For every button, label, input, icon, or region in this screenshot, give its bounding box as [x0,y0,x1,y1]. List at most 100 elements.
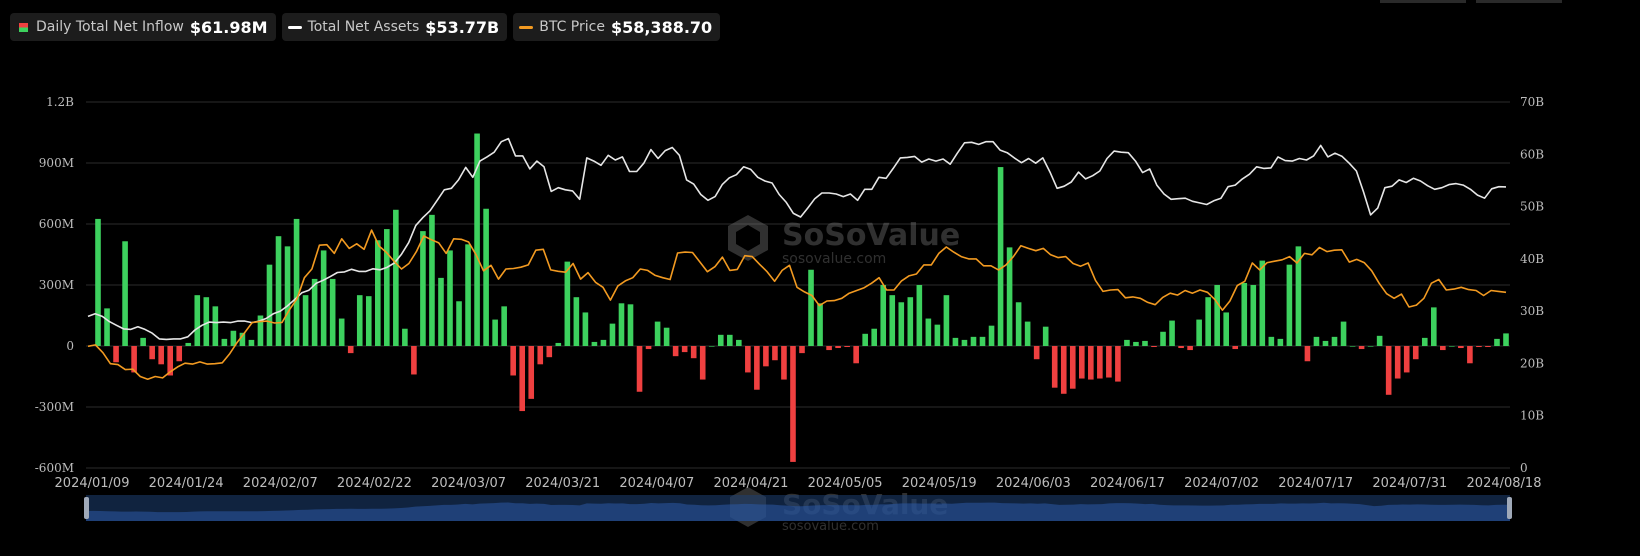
inflow-bar[interactable] [898,302,905,346]
inflow-bar[interactable] [1187,346,1193,351]
inflow-bar[interactable] [1403,346,1410,373]
inflow-bar[interactable] [411,346,417,375]
inflow-bar[interactable] [375,240,381,346]
inflow-bar[interactable] [745,346,751,373]
inflow-bar[interactable] [1286,264,1293,346]
inflow-bar[interactable] [1467,346,1473,364]
inflow-bar[interactable] [1205,297,1211,346]
inflow-bar[interactable] [1503,333,1509,346]
inflow-bar[interactable] [636,346,643,392]
inflow-bar[interactable] [338,318,345,346]
inflow-bar[interactable] [1142,340,1148,346]
inflow-bar[interactable] [104,308,110,346]
inflow-bar[interactable] [934,324,941,346]
inflow-bar[interactable] [1088,346,1094,380]
inflow-bar[interactable] [871,328,878,346]
legend-item-daily-inflow[interactable]: Daily Total Net Inflow $61.98M [10,13,276,41]
inflow-bar[interactable] [997,167,1004,346]
inflow-bar[interactable] [546,346,553,358]
inflow-bar[interactable] [113,346,119,363]
inflow-bar[interactable] [356,295,363,346]
inflow-bar[interactable] [862,333,868,346]
inflow-bar[interactable] [1295,246,1302,346]
inflow-bar[interactable] [384,229,390,346]
inflow-bar[interactable] [1060,346,1067,394]
inflow-bar[interactable] [690,346,697,359]
inflow-bar[interactable] [618,303,625,346]
inflow-bar[interactable] [790,346,796,462]
legend-item-btc-price[interactable]: BTC Price $58,388.70 [513,13,721,41]
inflow-bar[interactable] [1196,319,1202,346]
inflow-bar[interactable] [763,346,769,367]
inflow-bar[interactable] [1042,326,1049,346]
inflow-bar[interactable] [1169,320,1175,346]
inflow-bar[interactable] [311,278,318,346]
inflow-bar[interactable] [1069,346,1076,389]
inflow-bar[interactable] [835,346,841,349]
inflow-bar[interactable] [402,328,408,346]
navigator-right-handle[interactable] [1507,497,1512,519]
inflow-bar[interactable] [817,303,823,346]
inflow-bar[interactable] [1421,337,1428,346]
inflow-bar[interactable] [1494,338,1500,346]
inflow-bar[interactable] [483,208,489,346]
range-navigator[interactable] [84,495,1512,521]
inflow-bar[interactable] [573,297,580,346]
inflow-bar[interactable] [736,339,742,346]
inflow-bar[interactable] [654,321,661,346]
inflow-bar[interactable] [320,250,327,346]
inflow-bar[interactable] [329,278,336,346]
inflow-bar[interactable] [1376,335,1383,346]
inflow-bar[interactable] [212,306,219,346]
inflow-bar[interactable] [1033,346,1040,360]
inflow-bar[interactable] [501,306,507,346]
inflow-bar[interactable] [591,341,598,346]
inflow-bar[interactable] [799,346,805,354]
inflow-bar[interactable] [754,346,760,390]
inflow-bar[interactable] [474,133,480,346]
inflow-bar[interactable] [1097,346,1103,379]
inflow-bar[interactable] [1223,312,1230,346]
inflow-bar[interactable] [844,346,850,348]
inflow-bar[interactable] [257,315,264,347]
inflow-bar[interactable] [537,346,544,365]
legend-item-total-assets[interactable]: Total Net Assets $53.77B [281,13,508,41]
inflow-bar[interactable] [1277,338,1284,346]
inflow-bar[interactable] [699,346,706,380]
inflow-bar[interactable] [284,246,291,346]
inflow-bar[interactable] [1431,307,1437,346]
inflow-bar[interactable] [555,342,562,346]
inflow-bar[interactable] [1412,346,1419,360]
inflow-bar[interactable] [293,218,300,346]
inflow-bar[interactable] [1124,339,1130,346]
inflow-bar[interactable] [185,342,192,346]
inflow-bar[interactable] [1079,346,1085,379]
inflow-bar[interactable] [970,336,977,346]
inflow-bar[interactable] [1358,346,1365,350]
inflow-bar[interactable] [1268,336,1275,346]
inflow-bar[interactable] [1115,346,1121,382]
inflow-bar[interactable] [627,304,634,346]
inflow-bar[interactable] [131,346,137,373]
inflow-bar[interactable] [1367,346,1374,347]
inflow-bar[interactable] [880,285,887,346]
inflow-bar[interactable] [1458,346,1464,349]
inflow-bar[interactable] [465,244,471,346]
inflow-bar[interactable] [429,214,435,346]
inflow-bar[interactable] [681,346,688,353]
inflow-bar[interactable] [420,231,426,346]
inflow-bar[interactable] [1178,346,1184,349]
inflow-bar[interactable] [564,261,571,346]
inflow-bar[interactable] [447,250,453,346]
inflow-bar[interactable] [1349,346,1356,347]
toolbar-tab[interactable] [1476,0,1562,3]
inflow-bar[interactable] [1133,341,1139,346]
inflow-bar[interactable] [510,346,516,376]
inflow-bar[interactable] [221,338,228,346]
inflow-bar[interactable] [528,346,535,399]
navigator-left-handle[interactable] [84,497,89,519]
inflow-bar[interactable] [122,241,128,346]
inflow-bar[interactable] [853,346,859,364]
inflow-bar[interactable] [1024,321,1031,346]
inflow-bar[interactable] [1241,282,1248,346]
